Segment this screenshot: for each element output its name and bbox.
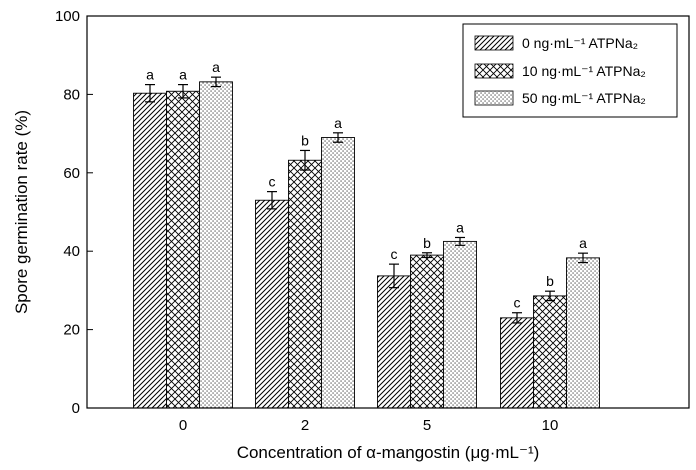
legend-swatch-1: [474, 63, 514, 79]
x-axis-title: Concentration of α-mangostin (μg·mL⁻¹): [237, 443, 540, 462]
significance-letter: a: [334, 115, 342, 131]
significance-letters-layer: a c c c a b b b a a a a: [146, 59, 587, 311]
significance-letter: c: [514, 295, 521, 311]
significance-letter: b: [301, 132, 309, 148]
y-tick-label: 100: [55, 8, 80, 25]
bar: [443, 240, 477, 409]
significance-letter: a: [579, 235, 587, 251]
x-tick-label: 5: [423, 417, 431, 434]
error-bars-layer: [145, 76, 588, 324]
y-tick-label: 20: [63, 322, 80, 339]
bar: [133, 92, 167, 409]
legend-swatch-0: [474, 35, 514, 51]
y-tick-label: 80: [63, 86, 80, 103]
y-axis-title: Spore germination rate (%): [12, 110, 31, 314]
bar: [255, 199, 289, 409]
bar: [533, 295, 567, 409]
bar: [199, 81, 233, 409]
x-tick-label: 0: [179, 417, 187, 434]
significance-letter: a: [146, 67, 154, 83]
significance-letter: c: [269, 174, 276, 190]
legend: 0 ng·mL⁻¹ ATPNa₂ 10 ng·mL⁻¹ ATPNa₂ 50 ng…: [462, 23, 678, 118]
significance-letter: c: [391, 246, 398, 262]
bar: [500, 317, 534, 409]
legend-label-2: 50 ng·mL⁻¹ ATPNa₂: [522, 90, 646, 106]
x-tick-label: 2: [301, 417, 309, 434]
bars-layer: [133, 81, 600, 409]
legend-label-1: 10 ng·mL⁻¹ ATPNa₂: [522, 63, 646, 79]
y-tick-label: 0: [72, 400, 80, 417]
legend-swatch-2: [474, 90, 514, 106]
y-tick-label: 40: [63, 243, 80, 260]
significance-letter: b: [423, 235, 431, 251]
plot-frame: [86, 15, 690, 409]
x-tick-label: 10: [542, 417, 559, 434]
bar: [166, 90, 200, 409]
significance-letter: a: [179, 67, 187, 83]
significance-letter: b: [546, 273, 554, 289]
significance-letter: a: [212, 59, 220, 75]
legend-label-0: 0 ng·mL⁻¹ ATPNa₂: [522, 35, 638, 51]
bar: [566, 257, 600, 409]
significance-letter: a: [456, 219, 464, 235]
bar: [288, 159, 322, 409]
y-tick-label: 60: [63, 165, 80, 182]
bar: [377, 275, 411, 409]
bar: [410, 254, 444, 409]
bar: [321, 137, 355, 409]
